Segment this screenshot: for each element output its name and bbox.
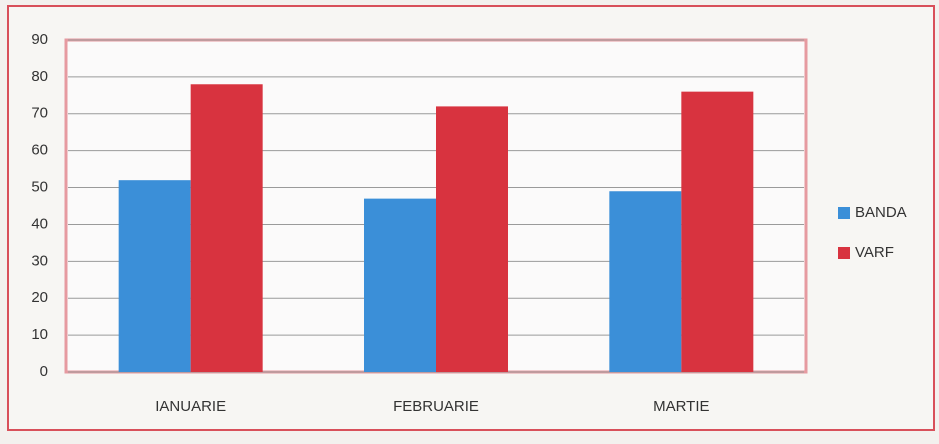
y-tick-label: 60 xyxy=(31,142,48,159)
y-tick-label: 10 xyxy=(31,326,48,343)
y-tick-label: 20 xyxy=(31,289,48,306)
y-tick-label: 70 xyxy=(31,105,48,122)
bar xyxy=(364,198,436,372)
bar xyxy=(118,180,191,372)
legend-swatch xyxy=(838,207,850,219)
y-tick-label: 40 xyxy=(31,215,48,232)
legend-label: BANDA xyxy=(855,204,907,221)
y-tick-label: 50 xyxy=(31,179,48,196)
x-tick-label: MARTIE xyxy=(653,398,709,415)
y-tick-label: 30 xyxy=(31,252,48,269)
y-tick-label: 90 xyxy=(31,31,48,48)
bar xyxy=(609,191,682,372)
bar xyxy=(190,84,263,373)
legend-swatch xyxy=(838,247,850,259)
y-tick-label: 80 xyxy=(31,68,48,85)
bar xyxy=(436,106,508,373)
y-tick-label: 0 xyxy=(40,363,48,380)
legend-label: VARF xyxy=(855,244,894,261)
x-tick-label: FEBRUARIE xyxy=(393,398,479,415)
bar xyxy=(681,91,754,373)
x-tick-label: IANUARIE xyxy=(155,398,226,415)
